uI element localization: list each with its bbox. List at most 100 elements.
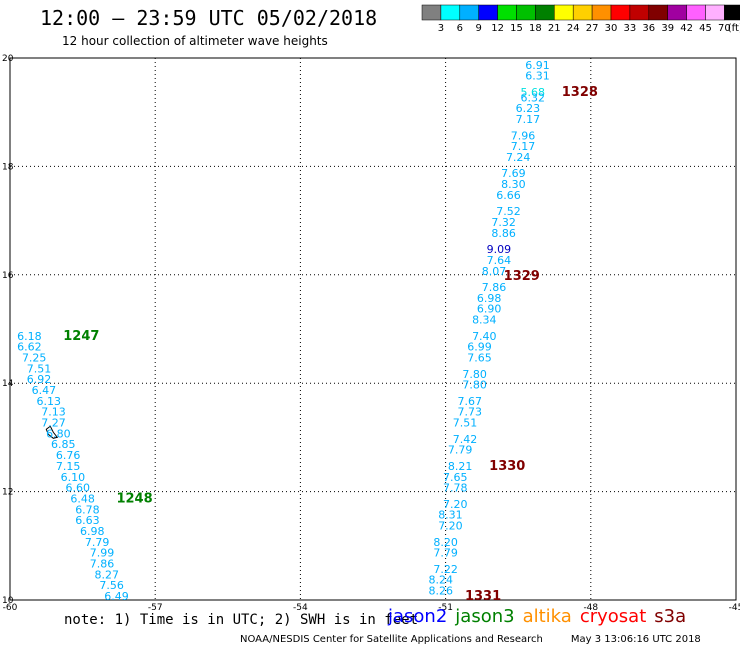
wave-height-value: 8.26: [429, 585, 454, 598]
wave-height-value: 7.25: [22, 352, 47, 365]
wave-height-value: 7.80: [462, 379, 487, 392]
wave-height-value: 6.98: [477, 292, 502, 305]
wave-height-value: 7.20: [438, 520, 463, 533]
wave-height-value: 7.96: [511, 129, 536, 142]
pass-time-label: 1331: [465, 589, 501, 604]
wave-height-value: 6.31: [525, 70, 550, 83]
wave-height-value: 7.79: [85, 536, 110, 549]
color-bin-label: 42: [680, 23, 693, 34]
wave-height-value: 7.67: [458, 395, 483, 408]
longitude-tick-label: -48: [583, 603, 598, 613]
wave-height-value: 8.24: [429, 574, 454, 587]
wave-height-value: 7.64: [487, 254, 512, 267]
latitude-tick-label: 10: [2, 596, 14, 606]
color-bin-label: 70: [718, 23, 731, 34]
wave-height-value: 7.22: [433, 563, 458, 576]
pass-time-label: 1247: [63, 329, 99, 344]
wave-height-value: 7.78: [443, 482, 468, 495]
wave-height-value: 7.15: [56, 460, 81, 473]
wave-height-value: 7.13: [41, 406, 66, 419]
page-title: 12:00 — 23:59 UTC 05/02/2018: [40, 6, 378, 30]
wave-height-value: 6.92: [27, 373, 52, 386]
longitude-tick-label: -57: [148, 603, 163, 613]
wave-height-value: 7.20: [443, 498, 468, 511]
longitude-tick-label: -54: [293, 603, 308, 613]
wave-height-value: 8.31: [438, 509, 463, 522]
wave-height-value: 5.68: [520, 86, 545, 99]
longitude-tick-label: -45: [729, 603, 740, 613]
pass-time-label: 1329: [504, 269, 540, 284]
wave-height-value: 7.17: [516, 113, 541, 126]
wave-height-value: 6.23: [516, 102, 541, 115]
wave-height-value: 6.91: [525, 59, 550, 72]
wave-height-value: 9.09: [487, 243, 512, 256]
wave-height-value: 7.79: [433, 547, 458, 560]
legend-item-s3a: s3a: [654, 606, 687, 627]
color-unit-label: (ft): [728, 23, 740, 34]
wave-height-value: 7.27: [41, 417, 66, 430]
wave-height-value: 6.78: [75, 503, 100, 516]
wave-height-value: 7.17: [511, 140, 536, 153]
generated-timestamp: May 3 13:06:16 UTC 2018: [570, 634, 701, 645]
longitude-tick-label: -60: [3, 603, 18, 613]
wave-height-value: 6.32: [520, 91, 545, 104]
page-subtitle: 12 hour collection of altimeter wave hei…: [62, 34, 328, 48]
wave-height-value: 8.30: [501, 178, 526, 191]
color-bin-label: 12: [491, 23, 504, 34]
color-bin-label: 39: [661, 23, 674, 34]
color-bin-label: 21: [548, 23, 561, 34]
color-bin-label: 9: [476, 23, 482, 34]
color-bin-label: 27: [586, 23, 599, 34]
wave-height-value: 6.98: [80, 525, 105, 538]
color-bin-label: 3: [438, 23, 444, 34]
wave-height-value: 7.80: [462, 368, 487, 381]
latitude-tick-label: 16: [2, 271, 14, 281]
legend-item-altika: altika: [522, 606, 572, 627]
color-swatch: [724, 4, 740, 21]
wave-height-value: 8.86: [491, 227, 516, 240]
wave-height-value: 7.24: [506, 151, 531, 164]
wave-height-value: 7.73: [458, 406, 483, 419]
wave-height-value: 6.10: [61, 471, 86, 484]
color-bin-label: 6: [457, 23, 463, 34]
wave-height-value: 6.60: [66, 482, 91, 495]
color-bin-label: 18: [529, 23, 542, 34]
color-bin-label: 15: [510, 23, 523, 34]
latitude-tick-label: 18: [2, 162, 14, 172]
wave-height-value: 7.51: [27, 362, 52, 375]
color-bin-label: 30: [605, 23, 618, 34]
wave-height-value: 6.80: [46, 427, 71, 440]
wave-height-value: 6.90: [477, 303, 502, 316]
wave-height-value: 7.56: [99, 579, 124, 592]
wave-height-value: 7.86: [482, 281, 507, 294]
wave-height-value: 8.07: [482, 265, 507, 278]
color-bin-label: 33: [624, 23, 637, 34]
wave-height-value: 7.32: [491, 216, 516, 229]
wave-height-value: 6.99: [467, 341, 492, 354]
wave-height-value: 6.18: [17, 330, 42, 343]
footer-note: note: 1) Time is in UTC; 2) SWH is in fe…: [64, 612, 419, 628]
latitude-tick-label: 14: [2, 379, 14, 389]
wave-height-value: 7.79: [448, 444, 473, 457]
wave-height-value: 6.85: [51, 438, 76, 451]
pass-time-label: 1248: [116, 491, 152, 506]
latitude-tick-label: 12: [2, 488, 13, 498]
legend-item-jason3: jason3: [455, 606, 515, 627]
wave-height-value: 6.49: [104, 590, 129, 603]
wave-height-value: 6.48: [70, 492, 95, 505]
wave-height-value: 7.52: [496, 205, 521, 218]
wave-height-value: 8.20: [433, 536, 458, 549]
pass-time-label: 1330: [489, 459, 525, 474]
wave-height-value: 7.86: [90, 557, 115, 570]
wave-height-value: 7.40: [472, 330, 497, 343]
wave-height-value: 8.21: [448, 460, 473, 473]
wave-height-value: 6.76: [56, 449, 81, 462]
color-bin-label: 45: [699, 23, 712, 34]
legend-item-jason2: jason2: [388, 606, 448, 627]
longitude-tick-label: -51: [438, 603, 453, 613]
wave-height-value: 6.63: [75, 514, 100, 527]
wave-height-value: 6.66: [496, 189, 521, 202]
wave-height-value: 7.99: [90, 547, 115, 560]
